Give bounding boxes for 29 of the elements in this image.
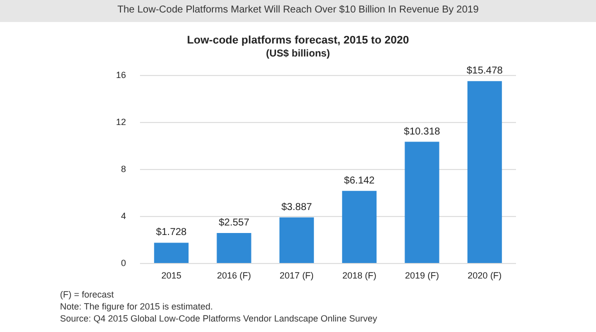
x-tick-label: 2020 (F) [468, 270, 502, 280]
text: The Low-Code Platforms Market Will Reach Over $10 Billion In Revenue By 2019 [117, 4, 480, 16]
bar [216, 232, 252, 263]
chart-subtitle: (US$ billions) [266, 48, 330, 60]
x-tick-label: 2017 (F) [280, 270, 314, 280]
y-tick-label: 12 [116, 117, 126, 127]
data-label: $1.728 [156, 227, 188, 238]
x-tick-label: 2018 (F) [342, 270, 376, 280]
source-note: Source: Q4 2015 Global Low-Code Platforms Vendor Landscape Online Survey [60, 314, 378, 324]
y-tick-label: 4 [120, 211, 126, 221]
data-label: $2.557 [218, 217, 250, 228]
x-tick-label: 2015 [161, 270, 182, 280]
y-tick-label: 8 [120, 164, 126, 174]
data-label: $10.318 [404, 126, 441, 138]
bar [467, 81, 502, 263]
bar [342, 190, 377, 263]
x-tick-label: 2016 (F) [216, 270, 252, 280]
y-tick-label: 16 [116, 70, 126, 80]
bar [154, 242, 189, 263]
y-tick-label: 0 [120, 258, 126, 268]
data-label: $6.142 [344, 175, 376, 186]
bar [279, 217, 314, 263]
bar [404, 142, 440, 263]
text: (F) = forecast [60, 290, 114, 300]
data-label: $15.478 [466, 66, 504, 77]
x-tick-label: 2019 (F) [404, 270, 440, 280]
chart-title: Low-code platforms forecast, 2015 to 2020 [187, 34, 409, 46]
data-label: $3.887 [281, 202, 312, 213]
text: Note: The figure for 2015 is estimated. [60, 302, 213, 312]
